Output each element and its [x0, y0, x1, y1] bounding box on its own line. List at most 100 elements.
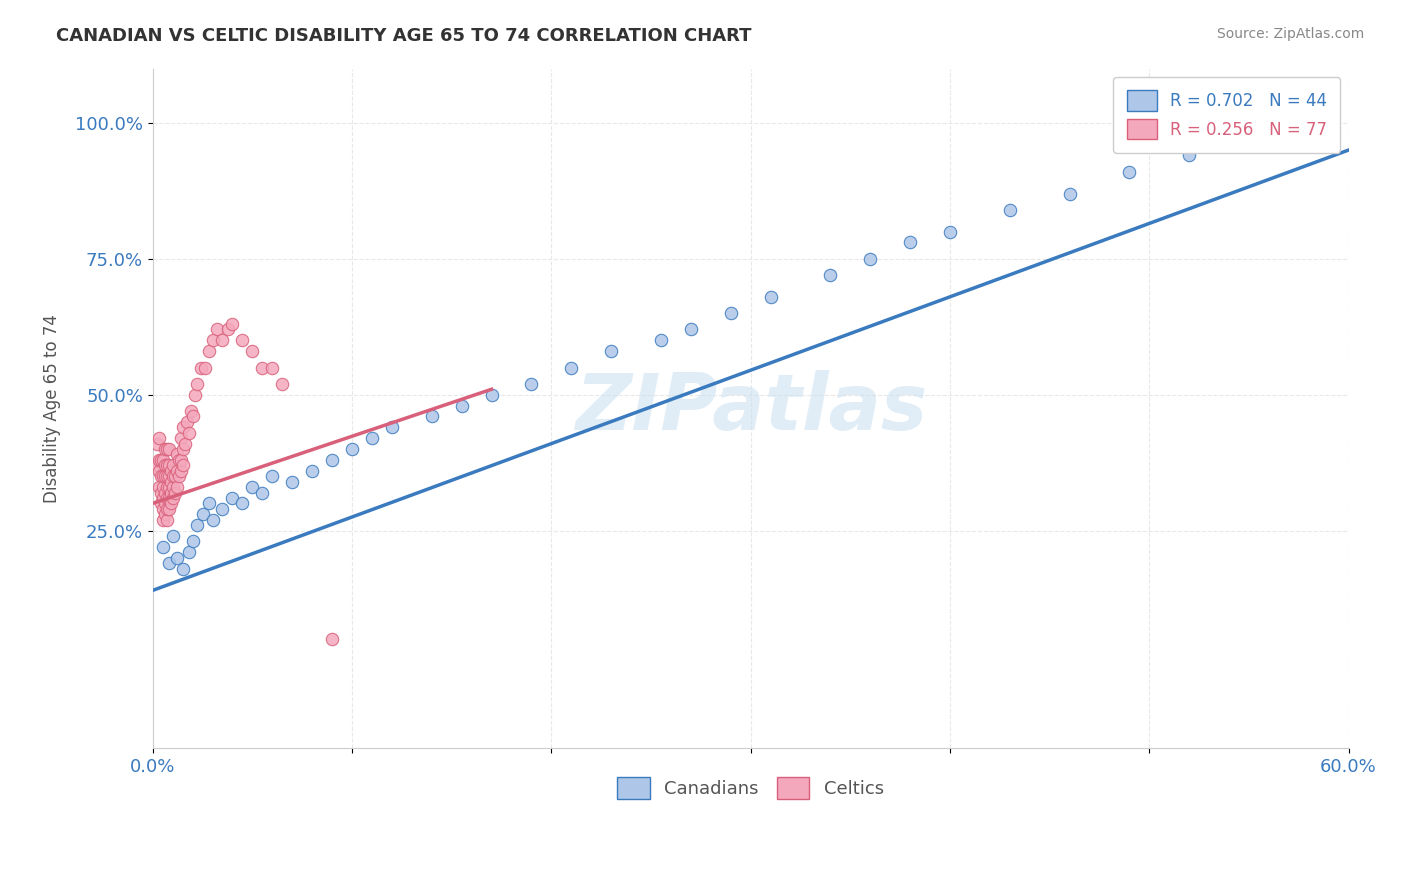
Point — [169, 431, 191, 445]
Point — [157, 556, 180, 570]
Point — [221, 491, 243, 505]
Point — [898, 235, 921, 250]
Point — [262, 469, 284, 483]
Point — [156, 480, 179, 494]
Point — [1227, 132, 1250, 146]
Point — [152, 491, 174, 505]
Point — [420, 409, 443, 424]
Point — [149, 485, 172, 500]
Point — [167, 469, 190, 483]
Point — [560, 360, 582, 375]
Point — [361, 431, 384, 445]
Point — [157, 442, 180, 456]
Point — [162, 469, 184, 483]
Point — [998, 202, 1021, 217]
Point — [152, 469, 174, 483]
Point — [157, 458, 180, 473]
Point — [271, 376, 294, 391]
Point — [381, 420, 404, 434]
Point — [211, 501, 233, 516]
Point — [148, 480, 170, 494]
Point — [190, 360, 212, 375]
Point — [162, 458, 184, 473]
Point — [262, 360, 284, 375]
Point — [176, 415, 198, 429]
Point — [157, 480, 180, 494]
Point — [242, 344, 264, 359]
Point — [679, 322, 702, 336]
Point — [153, 458, 176, 473]
Point — [301, 464, 323, 478]
Point — [481, 387, 503, 401]
Point — [177, 545, 200, 559]
Point — [153, 496, 176, 510]
Point — [221, 317, 243, 331]
Y-axis label: Disability Age 65 to 74: Disability Age 65 to 74 — [44, 314, 60, 503]
Point — [172, 458, 194, 473]
Text: CANADIAN VS CELTIC DISABILITY AGE 65 TO 74 CORRELATION CHART: CANADIAN VS CELTIC DISABILITY AGE 65 TO … — [56, 27, 752, 45]
Point — [172, 420, 194, 434]
Point — [156, 442, 179, 456]
Point — [520, 376, 543, 391]
Text: Source: ZipAtlas.com: Source: ZipAtlas.com — [1216, 27, 1364, 41]
Point — [163, 469, 186, 483]
Point — [172, 442, 194, 456]
Point — [166, 464, 188, 478]
Point — [1308, 116, 1330, 130]
Point — [186, 518, 208, 533]
Point — [242, 480, 264, 494]
Point — [197, 496, 219, 510]
Point — [1059, 186, 1081, 201]
Point — [157, 501, 180, 516]
Point — [153, 485, 176, 500]
Point — [939, 225, 962, 239]
Point — [166, 550, 188, 565]
Point — [231, 334, 253, 348]
Point — [217, 322, 239, 336]
Point — [201, 513, 224, 527]
Point — [1118, 165, 1140, 179]
Point — [149, 496, 172, 510]
Point — [156, 501, 179, 516]
Point — [340, 442, 363, 456]
Point — [321, 632, 343, 647]
Point — [149, 453, 172, 467]
Point — [1268, 121, 1291, 136]
Point — [152, 501, 174, 516]
Text: ZIPatlas: ZIPatlas — [575, 370, 927, 446]
Point — [205, 322, 228, 336]
Point — [201, 334, 224, 348]
Point — [252, 485, 274, 500]
Point — [152, 540, 174, 554]
Point — [166, 480, 188, 494]
Point — [759, 290, 782, 304]
Point — [156, 513, 179, 527]
Point — [159, 475, 181, 489]
Point — [650, 334, 672, 348]
Point — [152, 453, 174, 467]
Point — [859, 252, 882, 266]
Legend: Canadians, Celtics: Canadians, Celtics — [603, 763, 898, 814]
Point — [148, 464, 170, 478]
Point — [162, 491, 184, 505]
Point — [231, 496, 253, 510]
Point — [152, 513, 174, 527]
Point — [193, 360, 215, 375]
Point — [169, 453, 191, 467]
Point — [156, 458, 179, 473]
Point — [191, 508, 214, 522]
Point — [181, 534, 204, 549]
Point — [180, 404, 202, 418]
Point — [153, 442, 176, 456]
Point — [321, 453, 343, 467]
Point — [163, 485, 186, 500]
Point — [162, 529, 184, 543]
Point — [159, 496, 181, 510]
Point — [145, 436, 167, 450]
Point — [166, 448, 188, 462]
Point — [153, 469, 176, 483]
Point — [152, 480, 174, 494]
Point — [820, 268, 842, 282]
Point — [173, 436, 195, 450]
Point — [145, 458, 167, 473]
